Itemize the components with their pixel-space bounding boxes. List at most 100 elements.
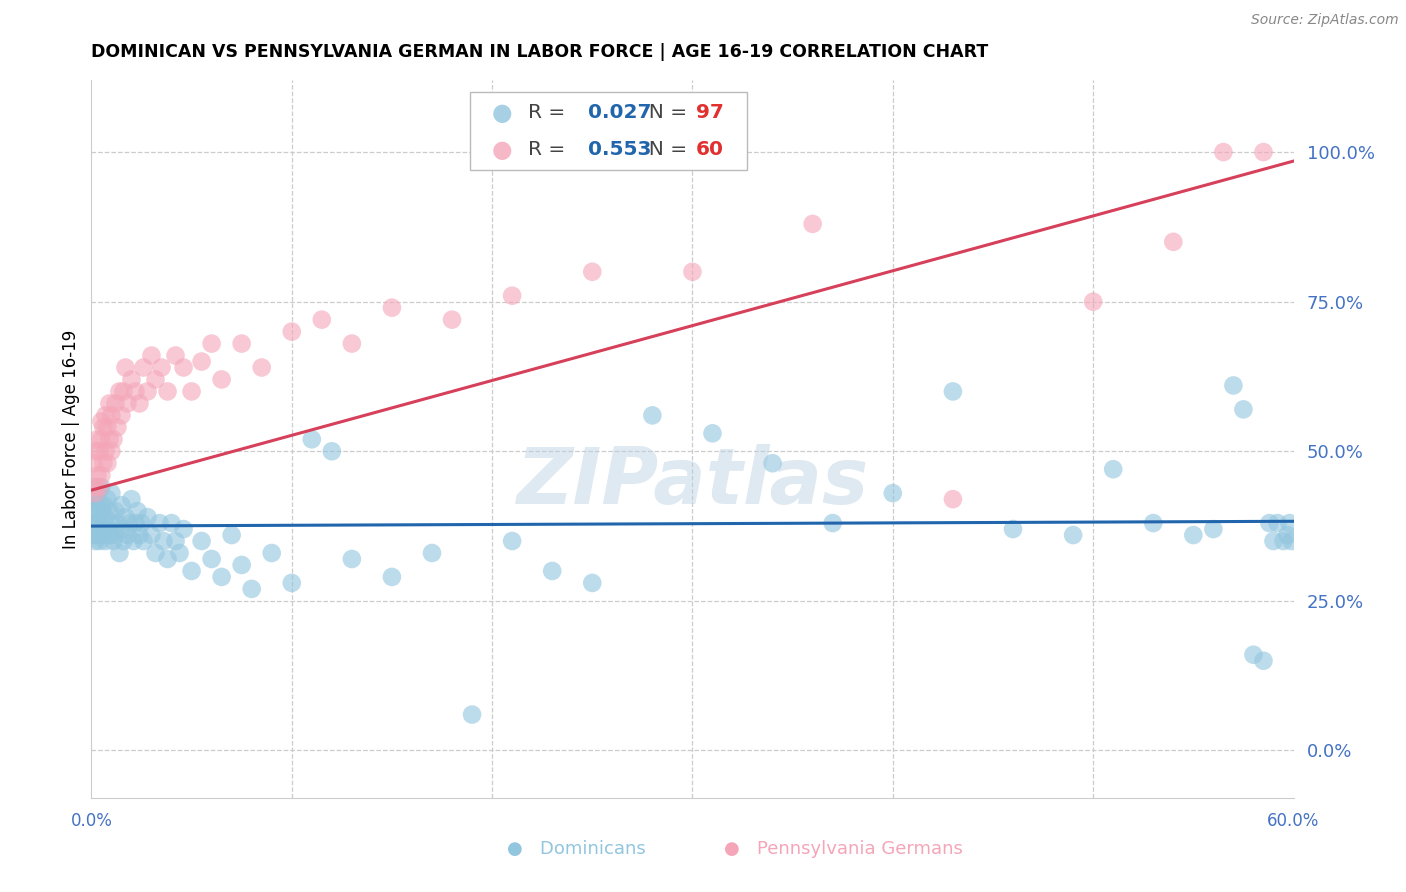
Point [98,528,121,542]
Point [108,546,131,560]
Point [84,534,107,549]
Point [141,528,163,542]
Point [86,468,108,483]
Text: ●   Dominicans: ● Dominicans [508,840,645,858]
Point [124,516,146,530]
Point [190,534,212,549]
Point [190,354,212,368]
Point [148,516,170,530]
Point [942,384,965,399]
Point [260,546,283,560]
Point [82,504,104,518]
Point [821,516,844,530]
Point [96,420,118,434]
Point [131,516,153,530]
Point [180,564,202,578]
Point [1083,294,1105,309]
Text: ●: ● [492,138,512,161]
Point [145,372,167,386]
Point [501,289,523,303]
Point [96,492,118,507]
Point [145,546,167,560]
Point [1272,534,1295,549]
Point [942,492,965,507]
Point [762,456,785,470]
Point [94,409,117,423]
Point [110,522,132,536]
Point [104,528,127,542]
Point [82,516,104,530]
Point [82,528,104,542]
Point [103,534,125,549]
Point [103,433,125,447]
Point [96,522,118,536]
Point [110,409,132,423]
Point [1263,534,1285,549]
Text: 97: 97 [696,103,724,122]
Point [90,433,112,447]
Point [100,486,122,500]
Point [117,528,139,542]
Point [1142,516,1164,530]
Point [1202,522,1225,536]
Point [381,301,404,315]
Point [93,498,115,512]
Point [156,552,179,566]
Point [541,564,564,578]
Point [681,265,703,279]
Point [702,426,724,441]
Point [84,444,107,458]
Point [381,570,404,584]
Text: R =: R = [527,103,571,122]
Point [240,582,263,596]
Point [100,516,122,530]
Point [93,420,115,434]
Point [104,396,127,410]
Point [641,409,664,423]
Point [1277,528,1299,542]
Text: ●: ● [492,101,512,125]
Point [250,360,273,375]
Point [124,384,146,399]
Point [581,576,603,591]
Point [1212,145,1234,159]
Point [173,360,195,375]
Point [321,444,343,458]
Text: ZIPatlas: ZIPatlas [516,444,869,520]
Text: ●   Pennsylvania Germans: ● Pennsylvania Germans [724,840,963,858]
Text: N =: N = [636,140,693,160]
Point [121,372,143,386]
Point [86,504,108,518]
Point [165,534,187,549]
Point [1243,648,1265,662]
Point [301,433,323,447]
Point [1278,516,1301,530]
Point [110,498,132,512]
Point [201,336,224,351]
Point [114,510,136,524]
Point [90,468,112,483]
Point [136,384,159,399]
Point [1163,235,1185,249]
Point [180,384,202,399]
Point [201,552,224,566]
Point [231,336,253,351]
Point [82,492,104,507]
Point [1253,654,1275,668]
Point [98,504,121,518]
Point [84,480,107,494]
Point [84,516,107,530]
Point [98,433,121,447]
Point [89,498,111,512]
Point [152,534,174,549]
Point [86,516,108,530]
Point [1001,522,1024,536]
Point [882,486,904,500]
Point [150,360,173,375]
Point [94,444,117,458]
Point [93,522,115,536]
Point [211,372,233,386]
Point [340,552,363,566]
Point [93,456,115,470]
Point [94,510,117,524]
